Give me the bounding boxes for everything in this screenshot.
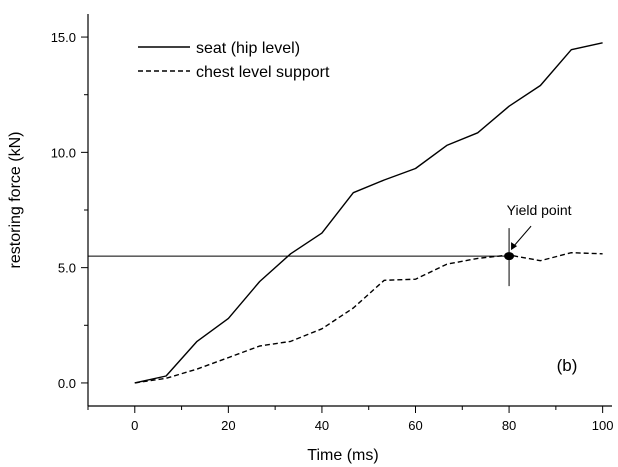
series-group [134, 42, 603, 384]
yield-point-arrow-shaft [511, 225, 532, 249]
y-tick-label: 0.0 [58, 376, 76, 391]
yield-point-arrow-head [511, 242, 518, 251]
x-tick-label: 100 [592, 418, 614, 433]
x-axis-ticks: 0 20 40 60 80 100 [87, 406, 614, 433]
y-tick-label: 5.0 [58, 261, 76, 276]
yield-point-label: Yield point [507, 202, 572, 218]
yield-point-annotation: Yield point [504, 202, 572, 287]
x-axis-title: Time (ms) [307, 447, 378, 464]
series-line-seat [134, 42, 603, 384]
y-tick-label: 10.0 [51, 145, 76, 160]
legend: seat (hip level) chest level support [138, 40, 330, 81]
x-tick-label: 60 [408, 418, 422, 433]
legend-label-seat: seat (hip level) [196, 40, 300, 57]
x-tick-label: 0 [131, 418, 138, 433]
y-axis-title: restoring force (kN) [7, 132, 24, 269]
x-tick-label: 80 [502, 418, 516, 433]
y-axis-ticks: 0.0 5.0 10.0 15.0 [51, 30, 88, 391]
y-tick-label: 15.0 [51, 30, 76, 45]
x-tick-label: 40 [315, 418, 329, 433]
series-line-chest [134, 251, 603, 384]
legend-label-chest: chest level support [196, 64, 330, 81]
panel-label: (b) [557, 356, 578, 375]
yield-point-dot [504, 252, 515, 261]
x-tick-label: 20 [221, 418, 235, 433]
